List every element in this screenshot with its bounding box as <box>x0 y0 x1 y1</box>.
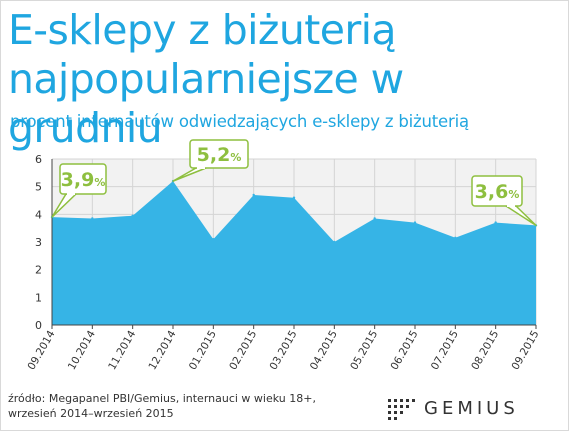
logo-dot <box>400 399 403 402</box>
x-tick-label: 01.2015 <box>187 329 219 373</box>
source-note: źródło: Megapanel PBI/Gemius, internauci… <box>8 391 316 421</box>
data-point <box>252 193 255 197</box>
data-point <box>212 238 215 241</box>
title-line-1: E-sklepy z biżuterią <box>8 6 396 54</box>
logo-dots-icon <box>388 399 418 420</box>
x-tick-label: 02.2015 <box>227 329 259 373</box>
area-series <box>52 181 536 325</box>
y-tick-label: 2 <box>35 264 42 277</box>
logo-dot <box>406 405 409 408</box>
callout-box <box>471 175 523 207</box>
x-tick-label: 04.2015 <box>308 329 340 373</box>
y-tick-label: 4 <box>35 208 42 221</box>
callout-value: 3,6 <box>475 181 509 203</box>
logo-dot <box>388 399 391 402</box>
callout-label: 3,9% <box>61 169 106 191</box>
callout-box <box>59 163 107 195</box>
y-tick-label: 0 <box>35 319 42 332</box>
callout-unit: % <box>508 188 519 201</box>
x-tick-label: 10.2014 <box>66 328 98 372</box>
y-tick-label: 1 <box>35 291 42 304</box>
x-tick-label: 03.2015 <box>267 329 299 373</box>
callout-label: 5,2% <box>197 144 242 166</box>
source-line-1: źródło: Megapanel PBI/Gemius, internauci… <box>8 392 316 405</box>
x-tick-label: 11.2014 <box>106 328 138 372</box>
logo-dot <box>394 417 397 420</box>
chart-title: E-sklepy z biżuterią najpopularniejsze w… <box>8 6 568 153</box>
data-point <box>373 217 376 220</box>
callout-unit: % <box>230 151 241 164</box>
data-point <box>91 217 94 220</box>
logo-dot <box>400 405 403 408</box>
logo-dot <box>412 399 415 402</box>
callout-label: 3,6% <box>475 181 520 203</box>
y-tick-label: 5 <box>35 181 42 194</box>
logo-dot <box>388 405 391 408</box>
callout-value: 3,9 <box>61 169 95 191</box>
x-tick-label: 07.2015 <box>429 329 461 373</box>
data-point <box>413 221 417 224</box>
x-tick-label: 05.2015 <box>348 329 380 373</box>
x-tick-label: 09.2014 <box>25 328 57 372</box>
logo-dot <box>406 399 409 402</box>
logo-dot <box>400 411 403 414</box>
x-tick-label: 06.2015 <box>388 329 420 373</box>
callout-value: 5,2 <box>197 144 231 166</box>
data-point <box>494 221 497 224</box>
logo-dot <box>388 417 391 420</box>
callout-unit: % <box>94 176 105 189</box>
logo-dot <box>394 405 397 408</box>
data-point <box>131 214 134 217</box>
logo-text: GEMIUS <box>424 398 519 419</box>
data-point <box>333 240 336 244</box>
logo-dot <box>394 411 397 414</box>
y-tick-label: 6 <box>35 153 42 166</box>
title-line-2: najpopularniejsze w grudniu <box>8 55 404 152</box>
chart-subtitle: procent internautów odwiedzających e-skl… <box>10 112 469 131</box>
y-tick-label: 3 <box>35 236 42 249</box>
data-point <box>292 196 296 199</box>
data-point <box>454 236 457 240</box>
source-line-2: wrzesień 2014–wrzesień 2015 <box>8 407 174 420</box>
callout-box <box>189 139 249 169</box>
gemius-logo: GEMIUS <box>388 398 558 420</box>
x-tick-label: 09.2015 <box>509 329 541 373</box>
logo-dot <box>388 411 391 414</box>
x-tick-label: 12.2014 <box>146 328 178 372</box>
logo-dot <box>394 399 397 402</box>
x-tick-label: 08.2015 <box>469 328 501 372</box>
